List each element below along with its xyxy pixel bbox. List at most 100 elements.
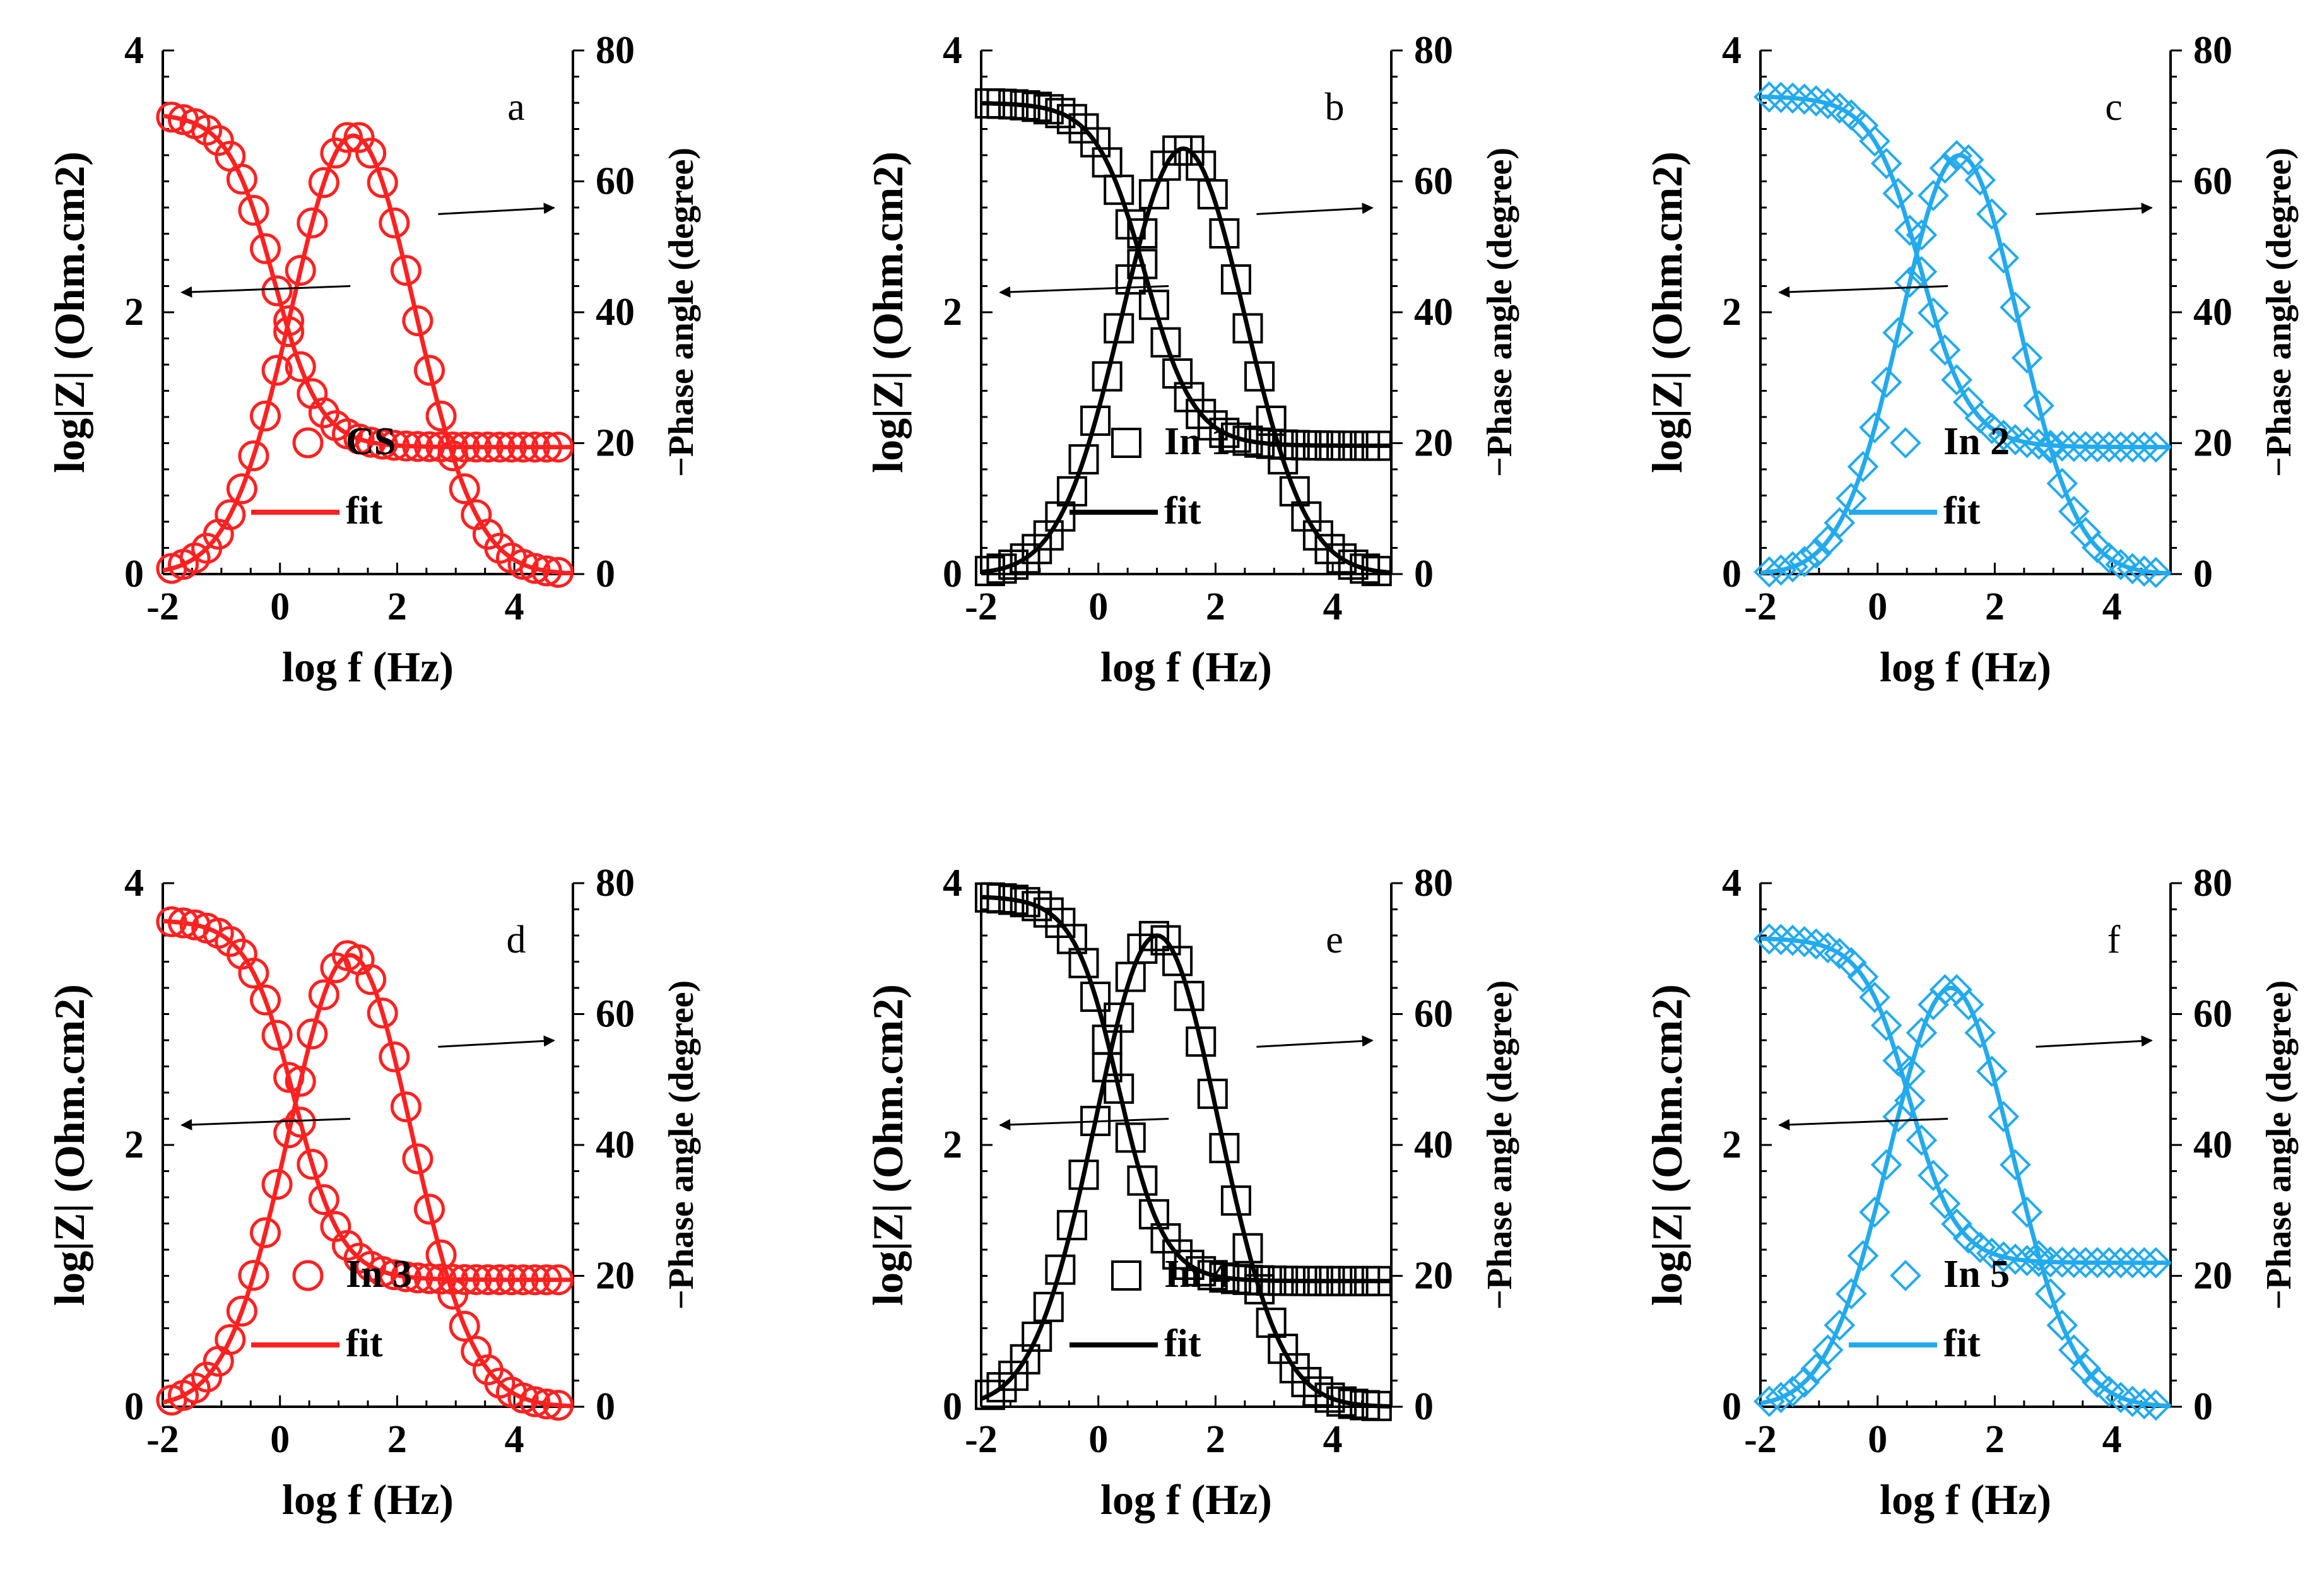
x-tick-label: -2: [965, 585, 998, 628]
phase-point: [1859, 412, 1890, 443]
impedance-arrow: [1778, 285, 1948, 298]
impedance-point: [1976, 1237, 2008, 1269]
phase-point: [543, 1390, 574, 1421]
y-left-tick-label: 0: [1722, 1385, 1742, 1428]
phase-point: [367, 167, 398, 198]
phase-point: [1952, 989, 1984, 1021]
impedance-point: [1104, 174, 1134, 205]
phase-point: [531, 1388, 562, 1420]
impedance-fit-line: [162, 918, 573, 1282]
phase-point: [1197, 1078, 1228, 1109]
legend-marker: [1111, 1260, 1141, 1291]
impedance-point: [156, 102, 187, 133]
phase-arrow: [2036, 1035, 2153, 1048]
phase-point: [1104, 313, 1134, 344]
phase-point: [507, 1382, 539, 1414]
x-tick-label: 0: [1088, 1418, 1108, 1461]
phase-point: [1929, 152, 1961, 184]
phase-point: [1350, 553, 1381, 584]
x-tick-label: 4: [2102, 585, 2122, 628]
impedance-point: [379, 1259, 410, 1291]
y-right-tick-label: 20: [2193, 1255, 2232, 1298]
impedance-arrow: [180, 1118, 351, 1130]
phase-point: [1279, 476, 1310, 507]
impedance-point: [1186, 1256, 1217, 1287]
impedance-point: [1361, 430, 1392, 461]
phase-point: [1326, 1386, 1357, 1417]
y-left-tick-label: 0: [124, 553, 144, 596]
impedance-point: [1918, 297, 1949, 329]
phase-point: [1918, 180, 1949, 211]
phase-point: [1929, 974, 1961, 1006]
x-tick-label: 2: [1206, 585, 1225, 628]
phase-point: [332, 122, 363, 153]
phase-point: [1361, 556, 1392, 587]
y-right-tick-label: 60: [596, 160, 635, 203]
y-left-tick-label: 4: [943, 29, 962, 72]
x-tick-label: -2: [146, 1418, 179, 1461]
phase-point: [297, 207, 328, 238]
phase-point: [2116, 553, 2148, 585]
phase-point: [1800, 1352, 1832, 1385]
phase-point: [1138, 920, 1169, 951]
y-right-tick-label: 80: [2193, 862, 2232, 905]
phase-point: [402, 305, 433, 336]
impedance-point: [1800, 85, 1832, 117]
phase-point: [2105, 1382, 2136, 1414]
y-right-axis-title: −Phase angle (degree): [1480, 148, 1519, 477]
impedance-point: [1952, 1222, 1984, 1254]
impedance-point: [2046, 430, 2078, 462]
impedance-point: [1361, 1265, 1392, 1296]
phase-point: [226, 473, 257, 505]
impedance-point: [472, 1264, 504, 1296]
impedance-point: [168, 907, 199, 939]
phase-point: [1244, 361, 1275, 392]
impedance-point: [1127, 1165, 1158, 1196]
phase-point: [308, 167, 339, 198]
phase-arrow: [2036, 202, 2153, 215]
impedance-point: [2105, 431, 2136, 463]
phase-point: [1314, 534, 1345, 565]
phase-point: [1256, 405, 1287, 436]
impedance-point: [1918, 1159, 1949, 1192]
phase-point: [1220, 1185, 1251, 1216]
impedance-point: [1115, 209, 1146, 240]
phase-point: [1127, 218, 1158, 249]
phase-point: [974, 1380, 1005, 1411]
impedance-point: [402, 431, 433, 462]
y-left-tick-label: 2: [124, 291, 144, 334]
impedance-point: [484, 431, 516, 463]
impedance-point: [1882, 177, 1914, 209]
phase-point: [1150, 925, 1181, 956]
y-left-tick-label: 2: [124, 1124, 144, 1166]
impedance-point: [1056, 924, 1087, 954]
impedance-point: [1836, 947, 1867, 979]
y-right-tick-label: 60: [1414, 160, 1453, 203]
phase-point: [215, 1324, 246, 1356]
impedance-point: [390, 430, 421, 462]
x-tick-label: 0: [1868, 1418, 1887, 1461]
phase-point: [343, 122, 375, 153]
phase-point: [519, 1386, 551, 1417]
impedance-point: [1894, 214, 1926, 247]
phase-point: [2046, 467, 2078, 500]
y-left-tick-label: 2: [1722, 1124, 1742, 1166]
impedance-point: [484, 1264, 516, 1296]
phase-point: [2023, 390, 2054, 421]
y-right-tick-label: 80: [1414, 862, 1453, 905]
legend-marker: [1890, 427, 1921, 459]
phase-point: [1824, 507, 1856, 539]
x-axis-title: log f (Hz): [1100, 1476, 1272, 1523]
phase-point: [1906, 219, 1938, 251]
x-tick-label: 0: [270, 585, 290, 628]
impedance-point: [1859, 125, 1890, 157]
phase-point: [1870, 1149, 1902, 1181]
impedance-point: [2093, 1247, 2125, 1279]
y-right-tick-label: 0: [596, 1385, 615, 1428]
y-right-axis-title: −Phase angle (degree): [2260, 980, 2299, 1310]
phase-point: [1092, 1052, 1123, 1083]
impedance-point: [496, 431, 527, 463]
x-axis-title: log f (Hz): [1880, 643, 2051, 691]
